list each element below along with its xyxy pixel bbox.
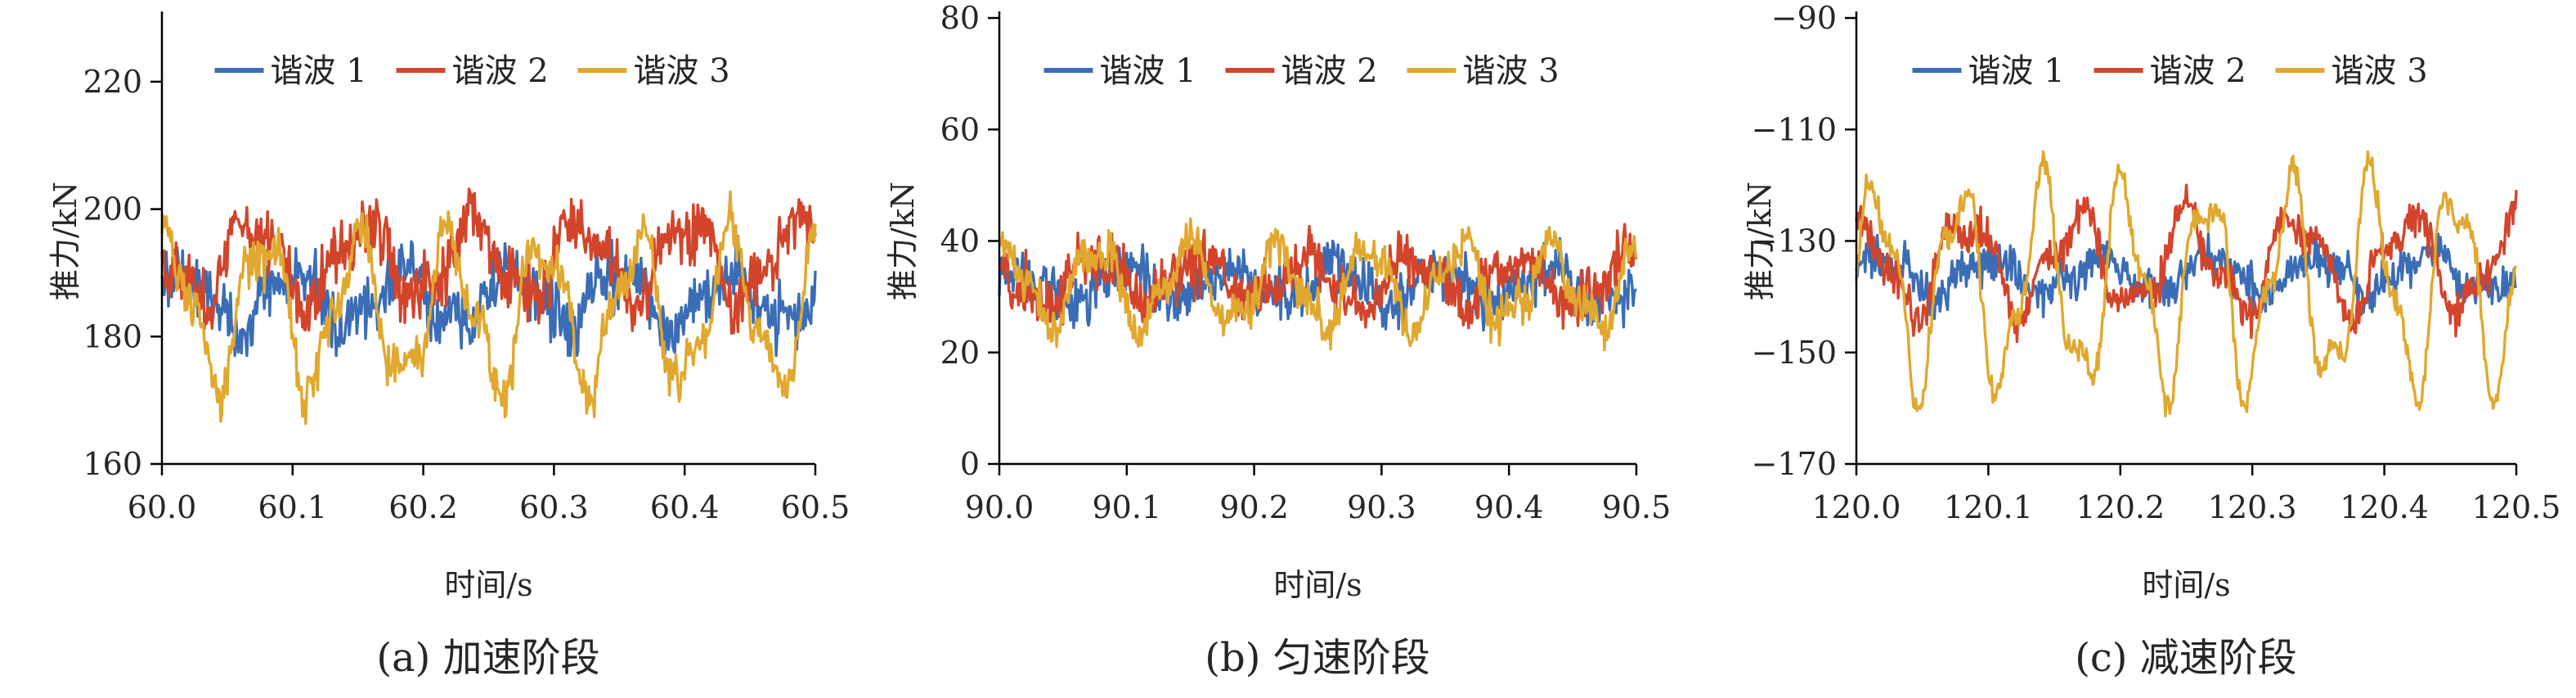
x-tick-label: 90.5 [1602, 489, 1672, 525]
x-axis-label: 时间/s [2142, 567, 2230, 603]
legend: 谐波 1 谐波 2 谐波 3 [1043, 52, 1560, 90]
y-tick-label: 60 [940, 111, 980, 147]
x-axis-label: 时间/s [444, 567, 532, 603]
series-line-3 [998, 217, 1638, 352]
series-line-1 [160, 235, 817, 358]
x-tick-label: 120.0 [1812, 489, 1901, 525]
series-line-3 [1855, 150, 2518, 418]
x-tick-label: 60.1 [258, 489, 327, 525]
x-tick-label: 120.5 [2472, 489, 2561, 525]
legend-label-2: 谐波 2 [1281, 52, 1378, 90]
y-tick-label: −170 [1752, 446, 1837, 482]
y-tick-label: −150 [1752, 335, 1837, 371]
x-tick-label: 90.1 [1092, 489, 1161, 525]
y-tick-label: 20 [940, 335, 980, 371]
x-tick-label: 120.3 [2208, 489, 2297, 525]
x-axis-label: 时间/s [1273, 567, 1362, 603]
chart-panel-2: 0 20 40 60 80 90.0 90.1 90.2 90.3 90.4 90.5 时间/s 推力/… [885, 0, 1671, 681]
legend-label-2: 谐波 2 [2150, 52, 2246, 90]
y-tick-label: −130 [1752, 223, 1837, 259]
panel-caption: (b) 匀速阶段 [1205, 635, 1429, 681]
y-tick-label: 160 [83, 446, 142, 482]
x-tick-label: 60.5 [781, 489, 850, 525]
y-tick-label: 200 [83, 191, 142, 227]
x-tick-label: 120.2 [2076, 489, 2165, 525]
y-axis-label: 推力/kN [47, 182, 83, 300]
series-line-2 [1855, 183, 2518, 344]
x-tick-label: 60.3 [519, 489, 589, 525]
y-tick-label: 180 [83, 318, 142, 354]
y-tick-label: 0 [960, 446, 980, 482]
y-axis-label: 推力/kN [885, 182, 921, 300]
legend: 谐波 1 谐波 2 谐波 3 [1912, 52, 2428, 90]
legend-label-1: 谐波 1 [271, 52, 367, 90]
y-tick-label: −110 [1752, 111, 1837, 147]
x-tick-label: 90.3 [1347, 489, 1416, 525]
chart-panel-1: 160 180 200 220 60.0 60.1 60.2 60.3 60.4 60.5 时间/s… [47, 11, 850, 681]
x-tick-label: 120.4 [2340, 489, 2429, 525]
panel-caption: (c) 减速阶段 [2075, 635, 2297, 681]
series-line-2 [998, 223, 1638, 330]
y-tick-label: 40 [940, 223, 980, 259]
series-line-1 [1855, 232, 2518, 321]
series-line-3 [160, 190, 817, 426]
legend: 谐波 1 谐波 2 谐波 3 [214, 52, 730, 90]
y-tick-label: −90 [1771, 0, 1837, 36]
legend-label-1: 谐波 1 [1968, 52, 2065, 90]
x-tick-label: 90.4 [1474, 489, 1544, 525]
panel-caption: (a) 加速阶段 [376, 635, 599, 681]
series-line-2 [160, 187, 817, 335]
legend-label-1: 谐波 1 [1100, 52, 1196, 90]
x-tick-label: 60.2 [388, 489, 458, 525]
legend-label-3: 谐波 3 [1463, 52, 1560, 90]
x-tick-label: 90.2 [1219, 489, 1289, 525]
x-tick-label: 90.0 [965, 489, 1034, 525]
y-tick-label: 220 [83, 64, 142, 100]
legend-label-3: 谐波 3 [2331, 52, 2428, 90]
x-tick-label: 60.4 [650, 489, 720, 525]
legend-label-2: 谐波 2 [452, 52, 549, 90]
chart-panel-3: −170 −150 −130 −110 −90 120.0 120.1 120.2 120.3 1… [1742, 0, 2560, 681]
x-tick-label: 120.1 [1944, 489, 2033, 525]
y-tick-label: 80 [940, 0, 980, 36]
x-tick-label: 60.0 [128, 489, 197, 525]
y-axis-label: 推力/kN [1742, 182, 1778, 300]
legend-label-3: 谐波 3 [634, 52, 730, 90]
